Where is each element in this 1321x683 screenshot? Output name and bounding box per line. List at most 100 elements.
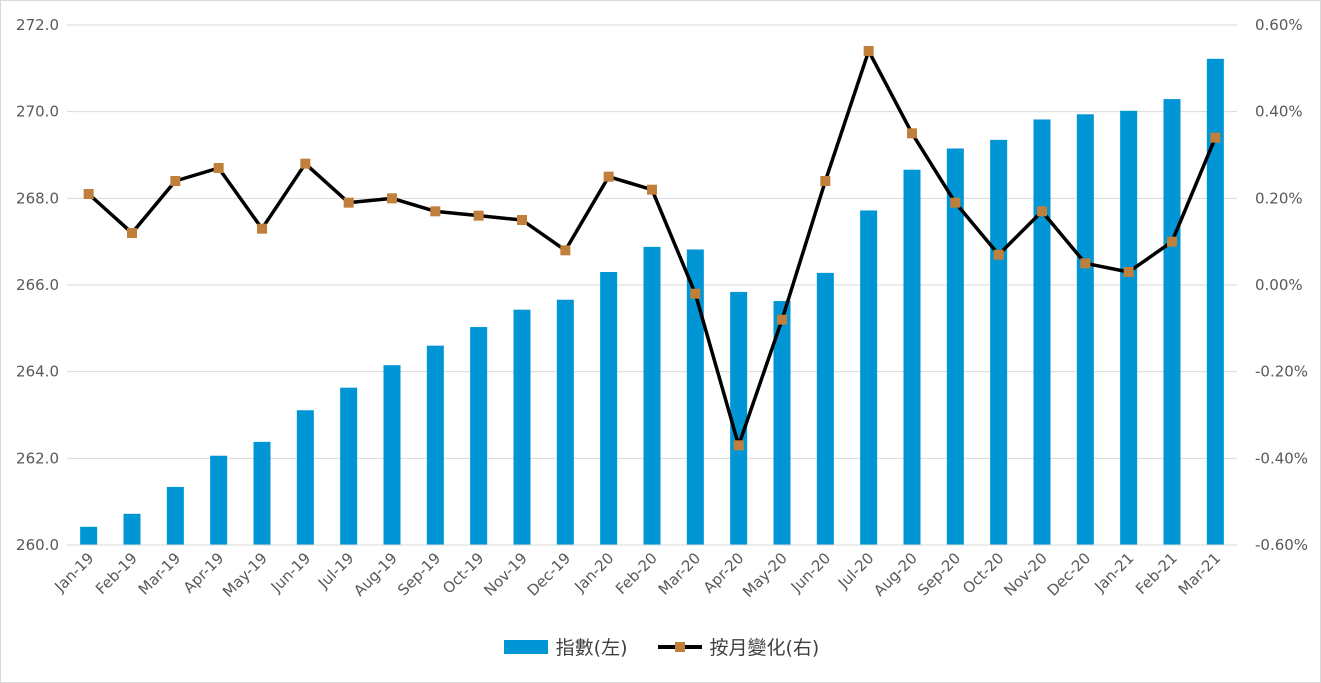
x-tick-label: May-20 [739,549,791,601]
x-tick-label: Dec-19 [524,549,575,600]
line-marker [1080,258,1091,269]
left-axis: 260.0 262.0 264.0 266.0 268.0 270.0 272.0 [16,16,59,554]
x-tick-label: Oct-20 [959,549,1007,597]
bar [816,272,834,545]
x-tick-label: Sep-19 [394,549,444,599]
line-marker [473,210,484,221]
bar [426,345,444,545]
line-marker [343,197,354,208]
right-tick-label: -0.40% [1255,449,1308,467]
line-marker [560,245,571,256]
line-marker [820,176,831,186]
bar [383,365,401,545]
right-tick-label: -0.60% [1255,536,1308,554]
bar [556,299,574,545]
line-marker [83,189,94,199]
bar [990,139,1008,546]
bar [1163,99,1181,545]
line-marker [257,223,267,234]
combo-chart: 260.0 262.0 264.0 266.0 268.0 270.0 272.0 -0.6… [16,16,1308,601]
bar [80,526,98,545]
x-tick-label: Feb-21 [1132,549,1181,598]
x-tick-label: Nov-20 [1000,549,1050,599]
line-marker [647,184,657,195]
x-tick-label: Nov-19 [480,549,530,599]
legend-line-swatch [657,640,702,654]
bar [470,327,488,545]
legend: 指數(左) 按月變化(右) [1,633,1321,660]
legend-label-mom-change: 按月變化(右) [709,637,820,659]
bar [210,455,228,545]
right-tick-label: 0.20% [1255,189,1303,207]
line-marker [1123,267,1134,277]
bar [903,169,921,545]
legend-item-index: 指數(左) [503,633,628,660]
x-tick-label: Dec-20 [1044,549,1095,600]
right-tick-label: 0.40% [1255,103,1303,121]
x-tick-label: Mar-19 [135,549,184,598]
x-tick-label: Jan-19 [50,549,97,596]
line-marker [907,128,917,139]
bar [123,513,141,545]
line-marker [127,228,137,238]
bar [1033,119,1051,545]
x-tick-label: Sep-20 [914,549,964,599]
x-tick-label: Aug-19 [350,549,401,600]
bar [946,148,964,545]
line-marker [300,158,311,169]
bar [253,441,271,545]
line-marker [777,314,787,325]
bar [513,309,531,545]
bar-series [80,58,1224,546]
line-series [83,46,1221,451]
line-marker [387,193,397,204]
x-tick-label: Feb-19 [92,549,141,598]
right-axis: -0.60% -0.40% -0.20% 0.00% 0.20% 0.40% 0.60% [1255,16,1308,554]
x-tick-label: Jan-20 [570,549,617,596]
bar [643,246,661,545]
left-tick-label: 262.0 [16,449,59,467]
legend-label-index: 指數(左) [555,637,628,659]
line-marker [170,176,181,186]
line-marker [1037,206,1047,217]
right-tick-label: 0.60% [1255,16,1303,34]
left-tick-label: 264.0 [16,363,59,381]
left-tick-label: 272.0 [16,16,59,34]
bar [600,272,618,545]
line-marker [733,440,744,451]
bar [1120,110,1138,546]
line-marker [517,215,527,225]
line-marker [950,197,961,208]
legend-item-mom-change: 按月變化(右) [657,633,820,660]
line-marker [993,249,1004,260]
x-tick-label: Jan-21 [1090,549,1137,596]
bar [773,301,791,545]
bar [296,410,314,545]
x-tick-label: Mar-21 [1175,549,1224,598]
x-tick-label: Jun-20 [787,549,834,596]
bar [686,249,704,545]
x-tick-label: Mar-20 [655,549,704,598]
line-marker [1210,132,1221,143]
line-marker [430,206,441,217]
left-tick-label: 266.0 [16,276,59,294]
x-tick-label: May-19 [219,549,271,601]
bar [1206,58,1224,546]
right-tick-label: -0.20% [1255,363,1308,381]
legend-bar-swatch [503,639,548,654]
bar [166,486,184,545]
line-marker [603,171,614,182]
right-tick-label: 0.00% [1255,276,1303,294]
bar [1076,114,1094,546]
line-marker [213,163,224,173]
line-marker [863,46,874,56]
left-tick-label: 268.0 [16,189,59,207]
left-tick-label: 260.0 [16,536,59,554]
left-tick-label: 270.0 [16,103,59,121]
line-marker [690,288,701,299]
x-tick-label: Jun-19 [267,549,314,596]
bar [730,291,748,545]
x-tick-label: Aug-20 [870,549,921,600]
